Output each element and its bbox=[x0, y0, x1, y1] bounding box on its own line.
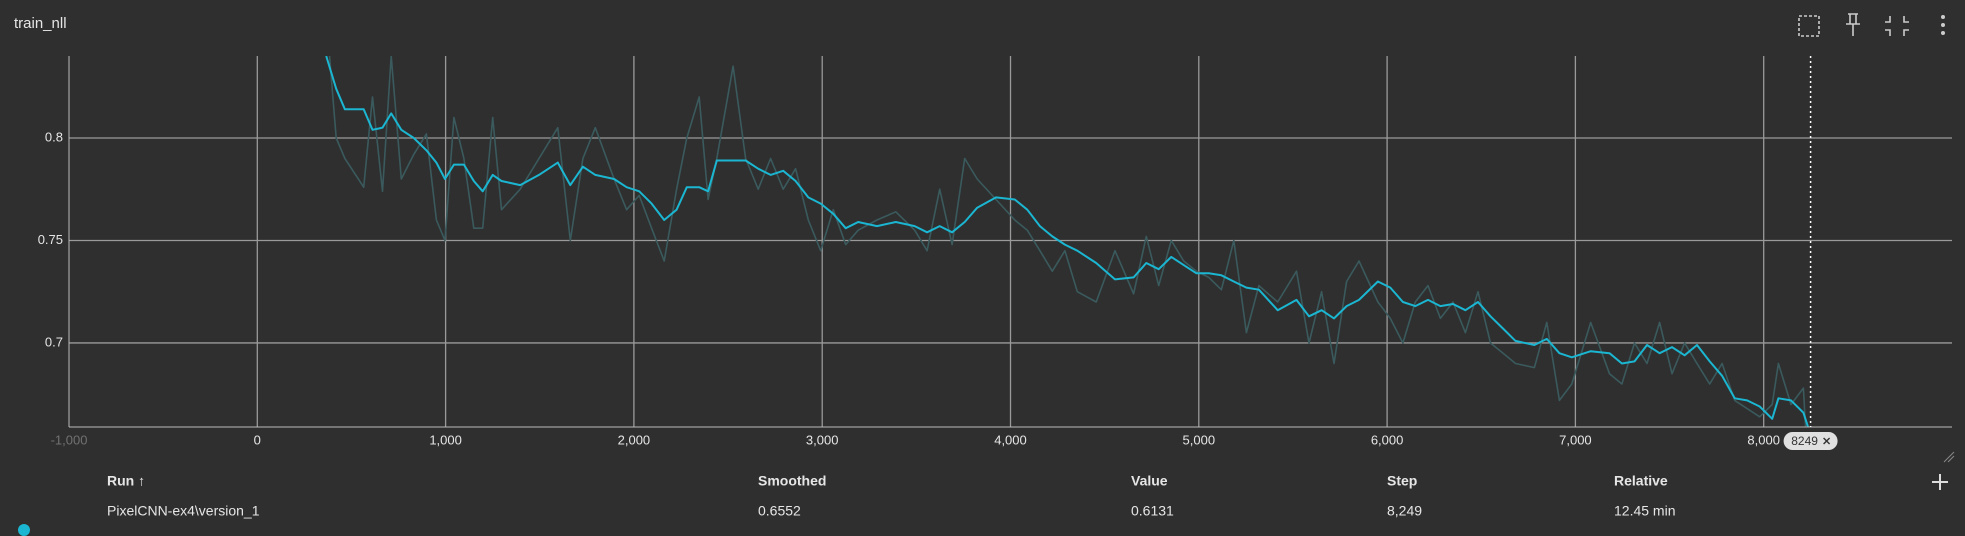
table-header: Relative bbox=[1614, 473, 1668, 489]
resize-handle[interactable] bbox=[1943, 451, 1955, 463]
table-header: Run ↑ bbox=[107, 473, 145, 489]
table-cell: 12.45 min bbox=[1614, 503, 1675, 519]
pin-button[interactable] bbox=[1846, 13, 1860, 36]
chart-title: train_nll bbox=[14, 15, 67, 32]
y-tick-label: 0.7 bbox=[45, 334, 63, 349]
add-column-button[interactable] bbox=[1932, 474, 1948, 490]
table-header: Smoothed bbox=[758, 473, 826, 489]
x-tick-label: 8,000 bbox=[1747, 432, 1780, 447]
x-tick-label: 7,000 bbox=[1559, 432, 1592, 447]
cursor-close bbox=[1823, 437, 1831, 445]
x-tick-label: 4,000 bbox=[994, 432, 1027, 447]
smoothed-line bbox=[325, 56, 1810, 427]
collapse-button[interactable] bbox=[1885, 16, 1909, 36]
table-header: Value bbox=[1131, 473, 1168, 489]
grid: 0.7 0.75 0.8 -1,000 0 1,000 2,000 3,000 4,000 5,0… bbox=[38, 56, 1952, 447]
run-color[interactable] bbox=[18, 524, 30, 536]
runs-table: Run ↑ Smoothed Value Step Relative PixelCNN-e… bbox=[107, 473, 1675, 519]
plot bbox=[325, 56, 1810, 427]
x-tick-label: -1,000 bbox=[51, 432, 88, 447]
x-tick-label: 0 bbox=[254, 432, 261, 447]
cursor-pill bbox=[1783, 432, 1838, 450]
x-tick-label: 2,000 bbox=[618, 432, 651, 447]
table-cell: 0.6552 bbox=[758, 503, 801, 519]
cursor: 8249 bbox=[1783, 56, 1838, 450]
x-tick-label: 6,000 bbox=[1371, 432, 1404, 447]
cursor-step: 8249 bbox=[1791, 434, 1818, 448]
table-cell: 8,249 bbox=[1387, 503, 1422, 519]
x-tick-label: 3,000 bbox=[806, 432, 839, 447]
menu-button[interactable] bbox=[1941, 15, 1945, 35]
raw-line bbox=[328, 56, 1807, 427]
x-tick-label: 5,000 bbox=[1183, 432, 1216, 447]
toolbar[interactable] bbox=[1798, 13, 1945, 37]
fit-domain-button[interactable] bbox=[1798, 15, 1820, 37]
y-tick-label: 0.75 bbox=[38, 232, 63, 247]
y-tick-label: 0.8 bbox=[45, 129, 63, 144]
table-cell: PixelCNN-ex4\version_1 bbox=[107, 503, 260, 519]
table-cell: 0.6131 bbox=[1131, 503, 1174, 519]
table-header: Step bbox=[1387, 473, 1417, 489]
x-tick-label: 1,000 bbox=[429, 432, 462, 447]
